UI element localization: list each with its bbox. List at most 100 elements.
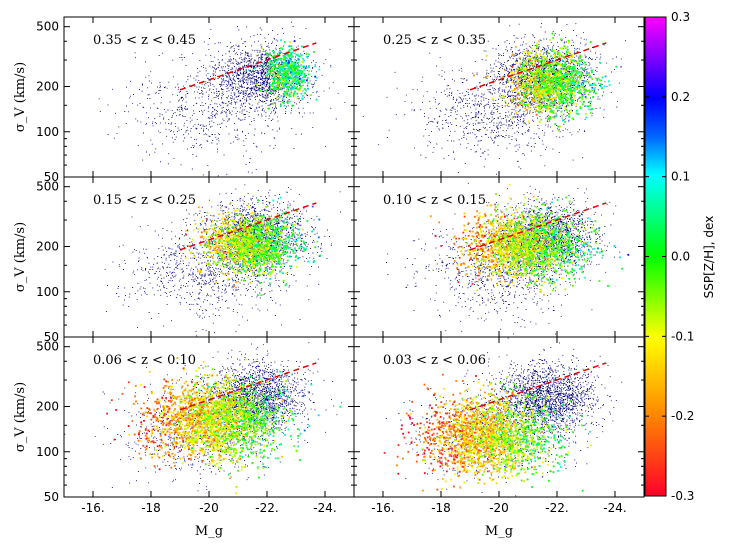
- metallicity-point: [254, 440, 257, 443]
- metallicity-point: [251, 462, 254, 465]
- metallicity-point: [271, 259, 274, 261]
- metallicity-point: [235, 492, 237, 495]
- metallicity-point: [542, 235, 544, 238]
- metallicity-point: [284, 242, 287, 245]
- metallicity-point: [270, 219, 273, 222]
- metallicity-point: [505, 232, 507, 235]
- metallicity-point: [284, 68, 287, 71]
- metallicity-point: [490, 252, 492, 254]
- metallicity-point: [207, 402, 209, 405]
- metallicity-point: [516, 262, 519, 265]
- metallicity-point: [551, 101, 554, 104]
- metallicity-point: [260, 257, 263, 260]
- metallicity-point: [579, 96, 581, 99]
- metallicity-point: [294, 248, 297, 251]
- metallicity-point: [251, 224, 254, 227]
- metallicity-point: [562, 100, 565, 102]
- metallicity-point: [295, 86, 298, 89]
- metallicity-point: [224, 218, 226, 221]
- metallicity-point: [282, 72, 285, 75]
- metallicity-point: [608, 84, 611, 87]
- metallicity-point: [269, 91, 272, 93]
- metallicity-point: [268, 69, 270, 72]
- metallicity-point: [225, 259, 228, 261]
- metallicity-point: [292, 228, 294, 231]
- metallicity-point: [572, 70, 575, 73]
- metallicity-point: [521, 211, 523, 214]
- metallicity-point: [207, 240, 210, 242]
- metallicity-point: [276, 67, 278, 69]
- metallicity-point: [285, 75, 288, 77]
- metallicity-point: [248, 220, 251, 222]
- metallicity-point: [258, 219, 261, 222]
- metallicity-point: [523, 264, 526, 267]
- metallicity-point: [243, 257, 246, 260]
- metallicity-point: [522, 255, 525, 257]
- metallicity-point: [501, 234, 504, 237]
- metallicity-point: [534, 233, 537, 235]
- metallicity-point: [490, 246, 493, 249]
- metallicity-point: [523, 63, 526, 66]
- metallicity-point: [242, 231, 245, 234]
- metallicity-point: [567, 272, 569, 275]
- metallicity-point: [236, 209, 238, 212]
- metallicity-point: [220, 248, 222, 250]
- metallicity-point: [499, 225, 502, 228]
- metallicity-point: [519, 250, 522, 252]
- metallicity-point: [540, 223, 542, 226]
- metallicity-point: [551, 100, 554, 102]
- metallicity-point: [540, 288, 542, 291]
- metallicity-point: [564, 64, 567, 67]
- metallicity-point: [253, 226, 256, 228]
- metallicity-point: [510, 236, 513, 239]
- metallicity-point: [248, 253, 251, 255]
- metallicity-point: [283, 251, 286, 254]
- metallicity-point: [517, 223, 520, 225]
- metallicity-point: [286, 259, 289, 262]
- metallicity-point: [508, 265, 510, 268]
- metallicity-point: [298, 72, 300, 74]
- metallicity-point: [540, 90, 542, 92]
- metallicity-point: [561, 47, 564, 50]
- metallicity-point: [224, 240, 227, 242]
- metallicity-point: [571, 91, 573, 94]
- metallicity-point: [566, 51, 568, 54]
- metallicity-point: [550, 77, 553, 79]
- metallicity-point: [289, 58, 291, 60]
- metallicity-point: [527, 264, 530, 267]
- metallicity-point: [522, 60, 525, 62]
- metallicity-point: [247, 243, 249, 246]
- metallicity-point: [580, 74, 583, 76]
- metallicity-point: [528, 88, 530, 91]
- metallicity-point: [548, 224, 551, 227]
- metallicity-point: [251, 239, 254, 242]
- metallicity-point: [281, 61, 283, 64]
- metallicity-point: [559, 256, 561, 258]
- metallicity-point: [554, 234, 556, 236]
- metallicity-point: [485, 240, 488, 243]
- metallicity-point: [244, 259, 247, 262]
- metallicity-point: [539, 267, 542, 270]
- metallicity-point: [281, 225, 283, 228]
- metallicity-point: [522, 214, 525, 217]
- metallicity-point: [534, 95, 537, 97]
- metallicity-point: [290, 54, 293, 57]
- metallicity-point: [207, 236, 210, 238]
- metallicity-point: [305, 55, 308, 58]
- metallicity-point: [181, 462, 184, 465]
- metallicity-point: [562, 76, 565, 78]
- metallicity-point: [503, 239, 506, 242]
- metallicity-point: [529, 249, 531, 252]
- metallicity-point: [475, 245, 478, 248]
- metallicity-point: [296, 72, 299, 74]
- metallicity-point: [484, 213, 486, 215]
- redshift-label: 0.35 < z < 0.45: [93, 33, 196, 48]
- metallicity-point: [499, 253, 501, 255]
- metallicity-point: [250, 250, 252, 253]
- metallicity-point: [482, 247, 485, 249]
- metallicity-point: [576, 70, 578, 72]
- metallicity-point: [250, 375, 252, 378]
- metallicity-point: [534, 259, 537, 262]
- metallicity-point: [547, 93, 549, 96]
- metallicity-point: [554, 76, 557, 79]
